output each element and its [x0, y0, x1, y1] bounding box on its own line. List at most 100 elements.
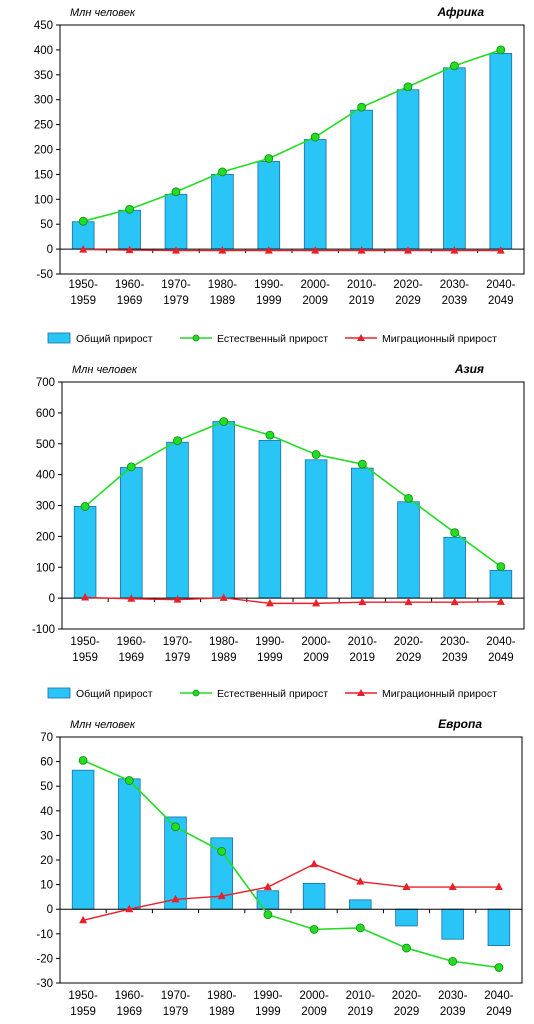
- y-tick-label: -30: [36, 978, 53, 990]
- x-category-label: 1980-: [209, 636, 239, 648]
- point-natural-growth: [265, 430, 275, 440]
- y-tick-label: 450: [34, 20, 53, 32]
- point-natural-growth: [219, 417, 229, 426]
- point-migration-growth: [125, 904, 134, 913]
- legend-label-migration: Миграционный прирост: [382, 333, 497, 345]
- region-title: Африка: [436, 5, 484, 19]
- x-category-label: 2009: [303, 652, 329, 664]
- y-tick-label: 400: [34, 45, 53, 57]
- legend-label-total: Общий прирост: [76, 688, 153, 700]
- point-migration-growth: [310, 859, 319, 868]
- line-migration-growth: [85, 596, 501, 605]
- point-natural-growth: [357, 459, 367, 469]
- region-title: Азия: [454, 362, 484, 376]
- x-category-label: 2040-: [486, 279, 516, 291]
- y-tick-label: 10: [40, 880, 53, 892]
- point-migration-growth: [402, 882, 411, 891]
- bar-total-growth: [71, 221, 95, 250]
- y-tick-label: -20: [36, 953, 53, 965]
- x-category-label: 2010-: [348, 636, 378, 648]
- x-category-label: 2020-: [394, 636, 424, 648]
- y-tick-label: 50: [40, 219, 53, 231]
- y-tick-label: 600: [36, 408, 55, 420]
- legend: Общий прирост Естественный прирост Миграци…: [47, 687, 497, 700]
- x-category-label: 2010-: [347, 279, 377, 291]
- line-natural-growth: [82, 759, 500, 969]
- x-category-label: 2049: [488, 295, 514, 307]
- x-category-label: 2029: [396, 652, 422, 664]
- point-migration-growth: [125, 245, 134, 254]
- bar-total-growth: [212, 421, 235, 599]
- x-category-label: 2019: [349, 295, 375, 307]
- y-tick-label: 20: [40, 855, 53, 867]
- x-category-label: 2039: [440, 1006, 466, 1018]
- x-category-label: 1999: [257, 652, 283, 664]
- bar-total-growth: [256, 890, 280, 910]
- y-tick-label: 100: [34, 194, 53, 206]
- legend-swatch-total: [47, 332, 71, 344]
- point-migration-growth: [264, 246, 273, 254]
- point-migration-growth: [172, 246, 180, 254]
- point-migration-growth: [81, 593, 90, 601]
- point-natural-growth: [171, 187, 181, 197]
- x-category-label: 1960-: [117, 636, 147, 648]
- point-migration-growth: [448, 882, 457, 891]
- point-migration-growth: [79, 915, 88, 924]
- x-category-label: 1969: [117, 1006, 143, 1018]
- y-tick-label: 200: [36, 531, 55, 543]
- x-category-label: 2020-: [393, 279, 423, 291]
- x-category-label: 2030-: [440, 636, 470, 648]
- x-category-label: 2010-: [346, 990, 376, 1002]
- legend-label-migration: Миграционный прирост: [382, 688, 497, 700]
- legend-label-natural: Естественный прирост: [217, 688, 328, 700]
- x-category-label: 2020-: [392, 990, 422, 1002]
- x-category-label: 1980-: [208, 279, 238, 291]
- bar-total-growth: [258, 439, 282, 599]
- point-migration-growth: [494, 882, 503, 891]
- bar-total-growth: [303, 139, 327, 250]
- legend-marker-natural: [192, 334, 200, 342]
- y-tick-label: 60: [40, 757, 53, 769]
- line-migration-growth: [82, 863, 499, 921]
- x-category-label: 1979: [163, 295, 189, 307]
- x-category-label: 1950-: [68, 990, 98, 1002]
- x-category-label: 1999: [256, 295, 282, 307]
- point-natural-growth: [355, 923, 365, 933]
- x-category-label: 2019: [350, 652, 376, 664]
- point-natural-growth: [80, 502, 90, 511]
- point-natural-growth: [449, 61, 459, 71]
- x-category-label: 1959: [72, 652, 98, 664]
- point-natural-growth: [311, 450, 321, 459]
- line-natural-growth: [84, 420, 502, 568]
- y-tick-label: 70: [40, 732, 53, 744]
- y-tick-label: -50: [36, 269, 53, 281]
- y-unit-label: Млн человек: [70, 719, 136, 731]
- y-tick-label: 300: [36, 501, 55, 513]
- x-category-label: 1990-: [254, 279, 284, 291]
- chart-africa: -50 0 50 100 150 200 250 300 350 400 450 Млн челове…: [34, 5, 525, 345]
- bar-total-growth: [257, 161, 281, 250]
- x-category-label: 2000-: [300, 279, 330, 291]
- x-category-label: 2039: [442, 295, 468, 307]
- x-category-label: 1989: [209, 1006, 235, 1018]
- x-category-label: 2049: [486, 1006, 512, 1018]
- point-migration-growth: [127, 594, 136, 602]
- bar-total-growth: [351, 467, 374, 599]
- bar-total-growth: [71, 769, 95, 910]
- x-category-label: 1959: [70, 1006, 96, 1018]
- y-tick-label: 0: [49, 593, 55, 605]
- x-category-label: 1970-: [163, 636, 193, 648]
- legend-swatch-total: [47, 687, 71, 699]
- point-natural-growth: [173, 436, 182, 446]
- bar-total-growth: [396, 89, 420, 250]
- x-category-label: 1990-: [255, 636, 285, 648]
- legend-marker-natural: [192, 689, 200, 697]
- y-unit-label: Млн человек: [72, 364, 138, 376]
- point-natural-growth: [494, 963, 504, 972]
- y-tick-label: 0: [47, 904, 53, 916]
- x-category-label: 1989: [210, 295, 236, 307]
- x-category-label: 1979: [165, 652, 191, 664]
- x-category-label: 1980-: [207, 990, 237, 1002]
- x-category-label: 2039: [442, 652, 468, 664]
- legend: Общий прирост Естественный прирост Миграци…: [47, 332, 497, 345]
